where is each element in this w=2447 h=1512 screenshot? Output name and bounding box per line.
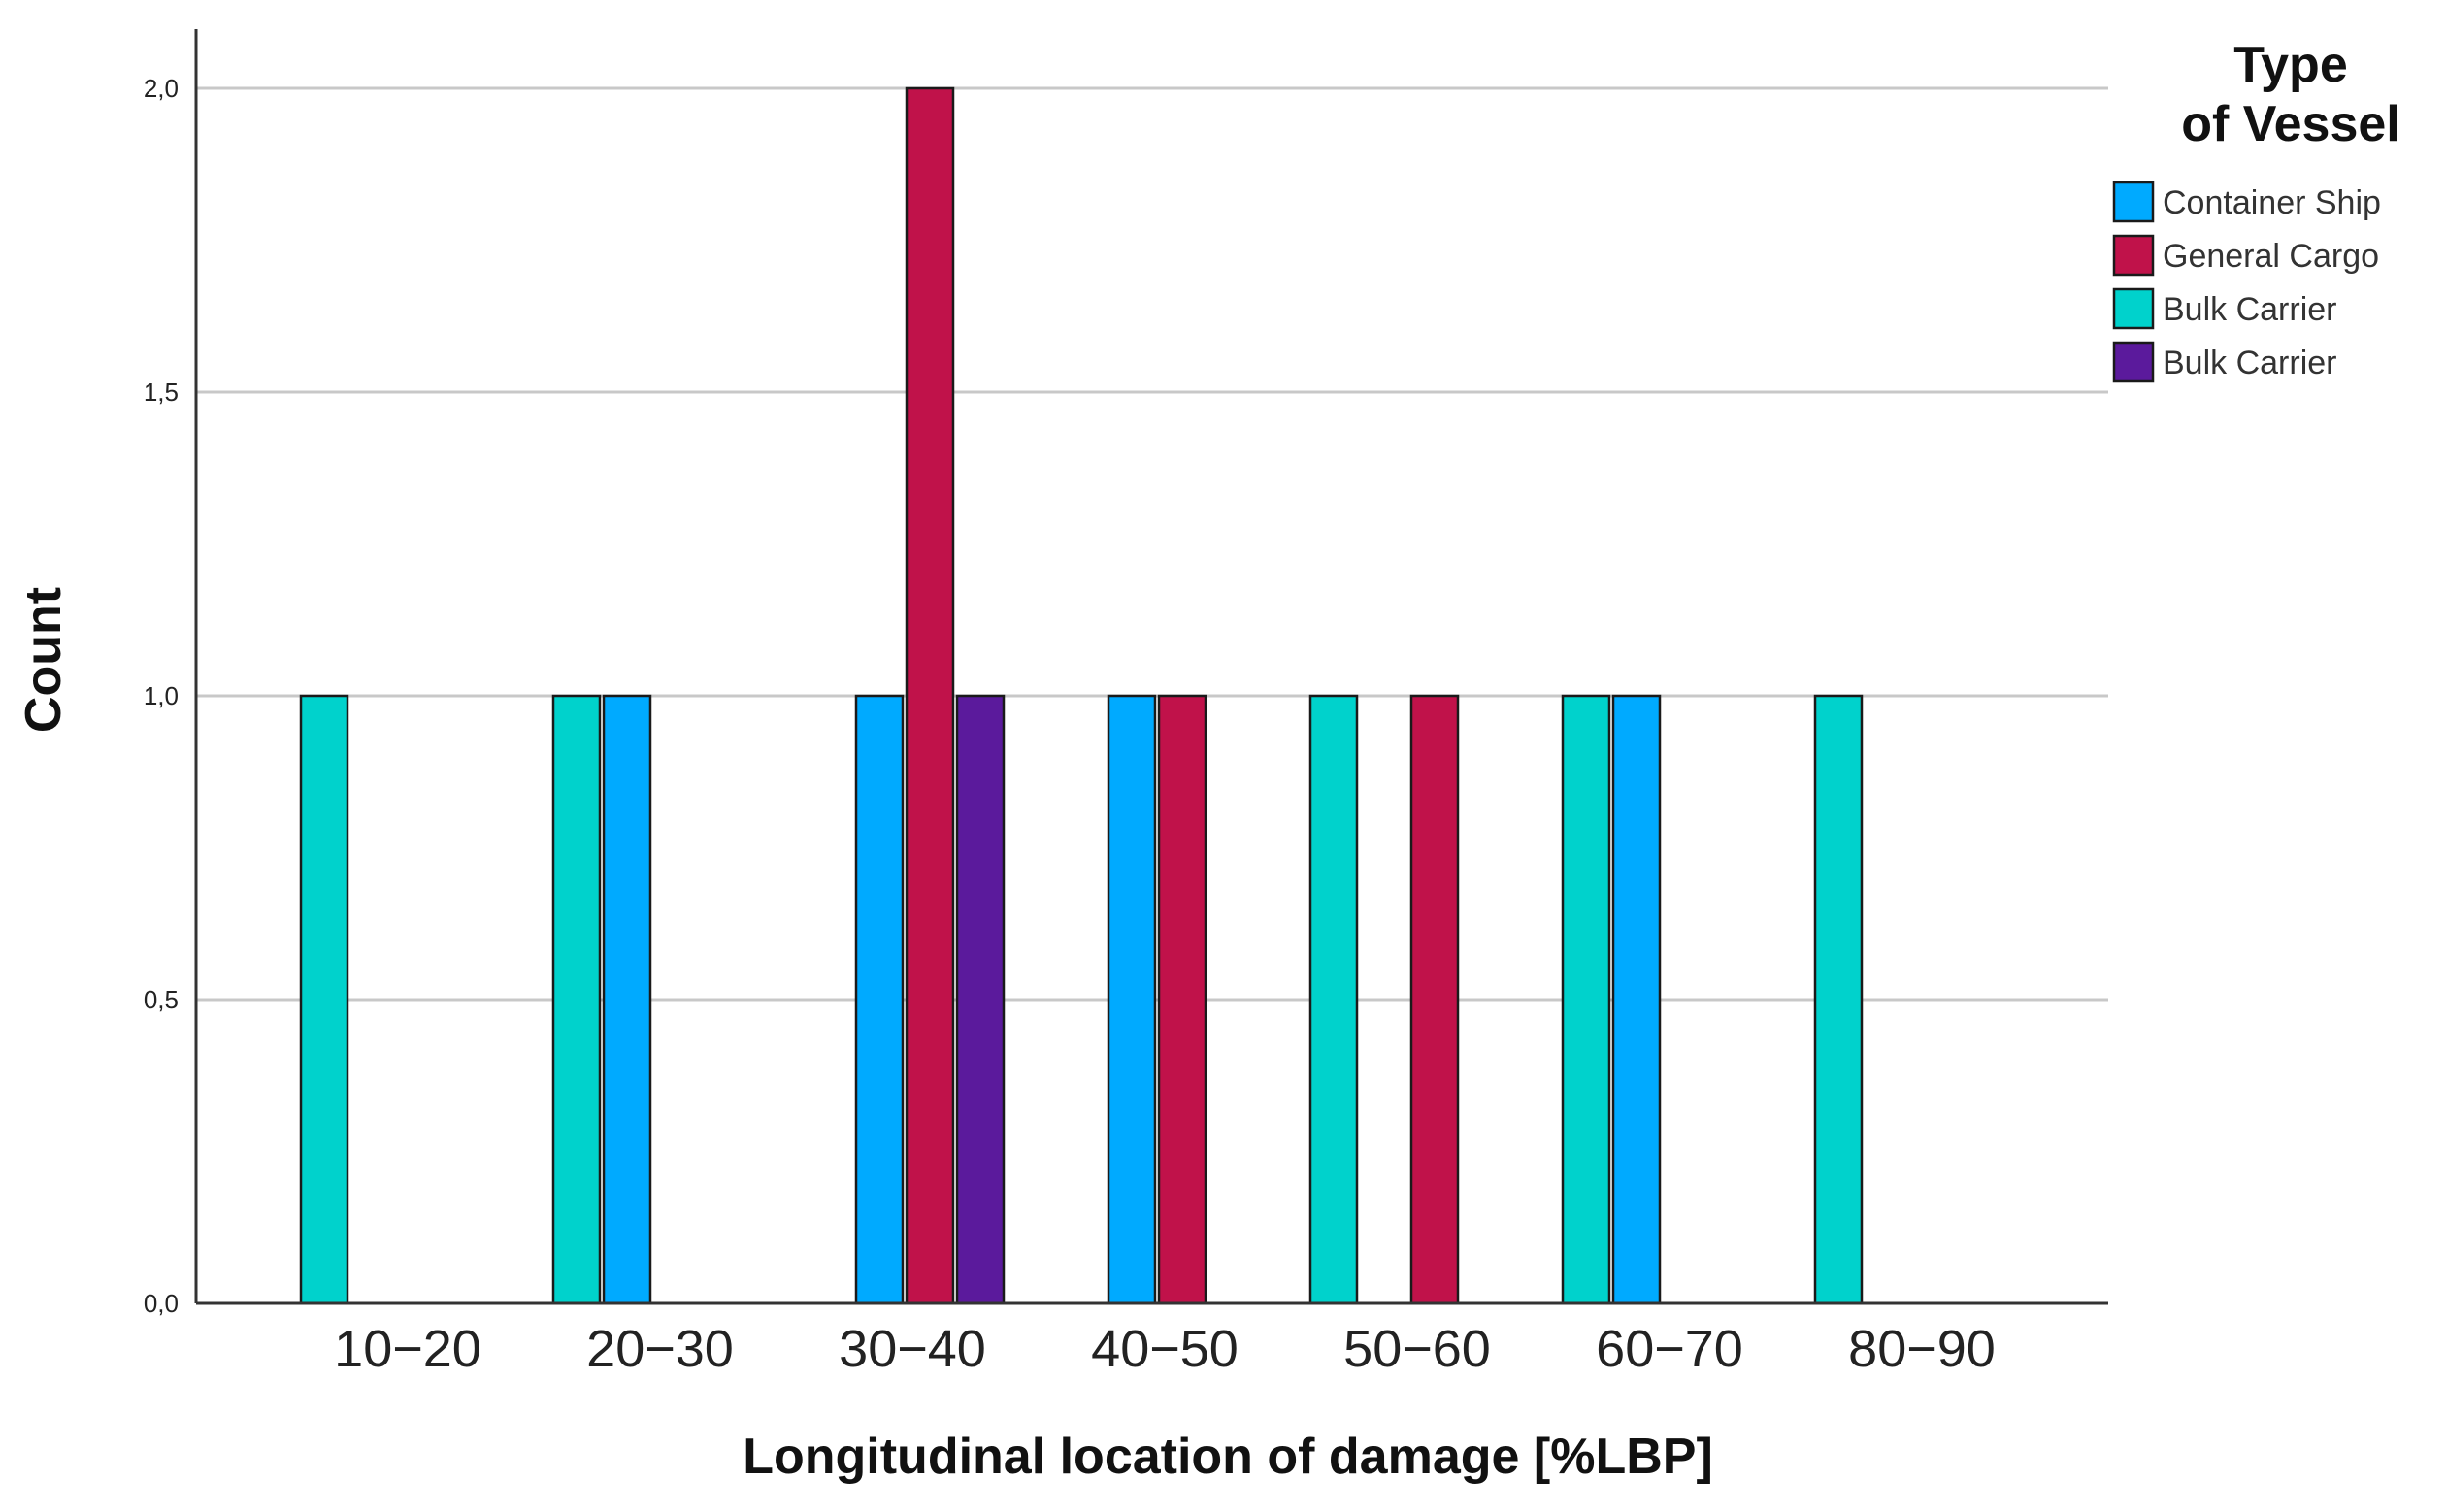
legend-swatch: [2112, 181, 2155, 223]
bar-bulk-carrier: [1813, 694, 1864, 1305]
y-tick-label: 1,0: [144, 681, 179, 710]
bar-container-ship: [602, 694, 652, 1305]
bar-bulk-carrier: [955, 694, 1006, 1305]
x-tick-label: 10−20: [334, 1320, 481, 1378]
legend-label: Bulk Carrier: [2163, 345, 2336, 381]
y-tick-label: 1,5: [144, 378, 179, 407]
y-tick-label: 0,0: [144, 1289, 179, 1318]
bar-bulk-carrier: [1561, 694, 1611, 1305]
x-tick-label: 40−50: [1091, 1320, 1239, 1378]
legend-swatch: [2112, 287, 2155, 330]
bar-container-ship: [854, 694, 905, 1305]
x-tick-label: 60−70: [1596, 1320, 1743, 1378]
x-tick-label: 20−30: [586, 1320, 734, 1378]
bar-general-cargo: [905, 86, 955, 1305]
bar-bulk-carrier: [1308, 694, 1359, 1305]
legend-swatch: [2112, 341, 2155, 383]
y-tick-label: 0,5: [144, 985, 179, 1014]
x-axis-title: Longitudinal location of damage [%LBP]: [743, 1429, 1713, 1485]
legend: Type of Vessel Container Ship General Car…: [2112, 37, 2400, 383]
legend-swatch: [2112, 234, 2155, 277]
y-axis-title: Count: [16, 587, 72, 733]
axes: [194, 29, 2108, 1305]
x-tick-label: 80−90: [1848, 1320, 1996, 1378]
legend-items: Container Ship General Cargo Bulk Carrier B…: [2112, 181, 2381, 383]
bar-bulk-carrier: [299, 694, 349, 1305]
legend-title-line1: Type: [2233, 37, 2348, 93]
bar-general-cargo: [1409, 694, 1460, 1305]
x-tick-label: 50−60: [1343, 1320, 1491, 1378]
legend-label: Container Ship: [2163, 184, 2381, 221]
bar-general-cargo: [1157, 694, 1207, 1305]
bar-bulk-carrier: [551, 694, 602, 1305]
bar-container-ship: [1611, 694, 1662, 1305]
bar-container-ship: [1107, 694, 1157, 1305]
legend-label: General Cargo: [2163, 238, 2379, 275]
x-tick-labels: 10−20 20−30 30−40 40−50 50−60 60−70 80−90: [334, 1320, 1996, 1378]
y-tick-label: 2,0: [144, 74, 179, 103]
legend-title-line2: of Vessel: [2181, 96, 2399, 152]
y-tick-labels: 0,0 0,5 1,0 1,5 2,0: [144, 74, 179, 1318]
legend-label: Bulk Carrier: [2163, 291, 2336, 328]
x-tick-label: 30−40: [839, 1320, 986, 1378]
